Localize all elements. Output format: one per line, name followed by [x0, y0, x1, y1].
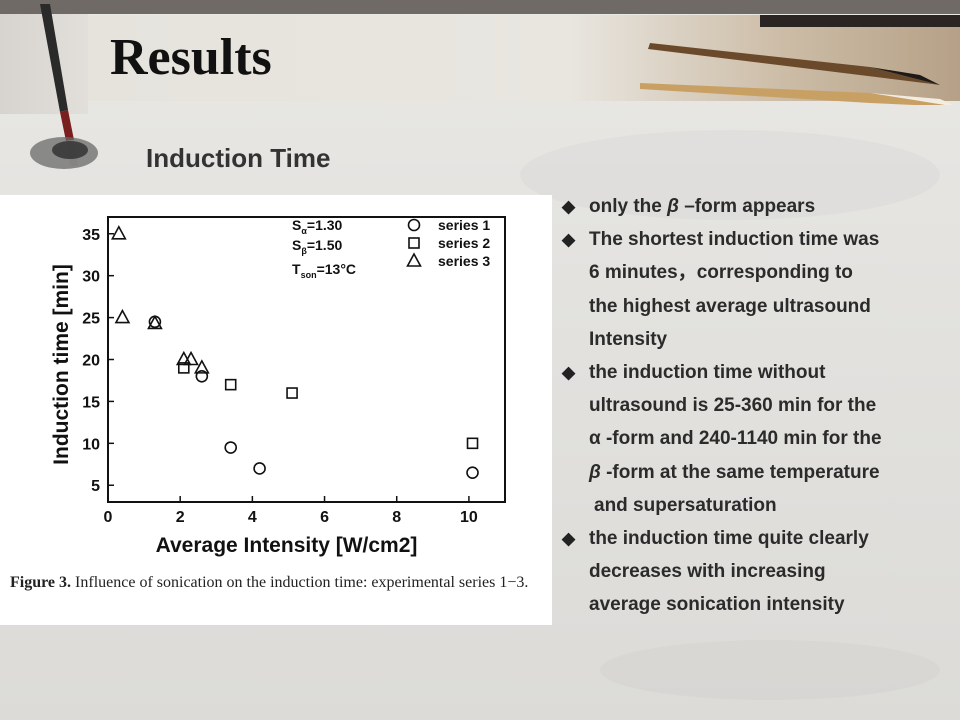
saturation-alpha-annotation: Sα=1.30	[292, 217, 343, 236]
bullet-item: ◆ The shortest induction time was 6 minute…	[560, 223, 960, 356]
bullet-text: Intensity	[589, 328, 668, 350]
diamond-bullet-icon: ◆	[562, 230, 576, 250]
bullet-text: average sonication intensity	[589, 594, 845, 616]
bullet-line: decreases with increasing	[589, 555, 960, 588]
title-bar	[88, 15, 960, 101]
bullet-line: Intensity	[589, 323, 960, 356]
x-tick-label: 6	[320, 509, 329, 526]
bullet-line: average sonication intensity	[589, 588, 960, 621]
y-tick-label: 35	[82, 227, 100, 244]
legend-label: series 3	[438, 253, 490, 269]
bullet-line: α -form and 240-1140 min for the	[589, 422, 960, 455]
bullet-line: 6 minutes，corresponding to	[589, 256, 960, 289]
bullet-line: the induction time quite clearly	[589, 522, 960, 555]
bullet-greek-symbol: β	[589, 461, 601, 483]
slide-title: Results	[110, 29, 272, 86]
bullet-line: The shortest induction time was	[589, 223, 960, 256]
x-tick-label: 10	[460, 509, 478, 526]
chart-legend: series 1 series 2 series 3	[406, 217, 490, 269]
bullet-item: ◆ only the β –form appears	[560, 190, 960, 223]
ink-splash-icon	[30, 137, 98, 169]
y-tick-label: 5	[91, 478, 100, 495]
diamond-bullet-icon: ◆	[562, 197, 576, 216]
bullet-text: the highest average ultrasound	[589, 295, 871, 317]
y-axis-label: Induction time [min]	[50, 264, 73, 465]
x-tick-label: 2	[176, 509, 185, 526]
data-point-square	[466, 437, 479, 450]
data-point-square	[224, 378, 237, 391]
x-tick-label: 8	[392, 509, 401, 526]
legend-marker-square	[408, 237, 420, 249]
bullet-item: ◆ the induction time quite clearly decreas…	[560, 522, 960, 622]
data-point-triangle	[110, 225, 127, 240]
y-tick-label: 25	[82, 311, 100, 328]
x-tick-label: 0	[104, 509, 113, 526]
legend-marker-circle	[407, 218, 421, 232]
bullet-text: α -form and 240-1140 min for the	[589, 428, 882, 450]
legend-marker-triangle	[406, 252, 422, 267]
bullet-line: ultrasound is 25-360 min for the	[589, 389, 960, 422]
figure-caption: Figure 3. Influence of sonication on the…	[10, 573, 550, 592]
diamond-bullet-icon: ◆	[562, 363, 576, 383]
bullet-list: ◆ only the β –form appears ◆ The shortest i…	[560, 190, 960, 622]
y-tick-label: 15	[82, 394, 100, 411]
chart-marks	[110, 225, 479, 479]
diamond-bullet-icon: ◆	[562, 529, 576, 549]
figure-panel: 0 2 4 6 8 10 5 10 15 20 25 30 35 Average Intensity [W…	[0, 195, 552, 625]
data-point-circle	[195, 369, 209, 383]
bullet-text: only the	[589, 196, 668, 217]
x-axis-label: Average Intensity [W/cm2]	[156, 534, 418, 557]
y-tick-label: 30	[82, 269, 100, 286]
legend-label: series 2	[438, 235, 490, 251]
temperature-annotation: Tson=13°C	[292, 261, 356, 280]
y-tick-label: 20	[82, 353, 100, 370]
bullet-text: the induction time without	[589, 362, 826, 384]
saturation-beta-annotation: Sβ=1.50	[292, 237, 342, 256]
legend-label: series 1	[438, 217, 490, 233]
data-point-circle	[224, 441, 238, 454]
bullet-line: only the β –form appears	[589, 190, 960, 223]
calligraphy-brushes-image	[640, 15, 960, 105]
chart-axes: 0 2 4 6 8 10 5 10 15 20 25 30 35 Average Intensity [W…	[50, 216, 506, 557]
bullet-line: and supersaturation	[589, 489, 960, 522]
title-left-shade	[0, 14, 88, 114]
bullet-text: The shortest induction time was	[589, 229, 880, 251]
figure-caption-text: Influence of sonication on the induction…	[75, 574, 529, 591]
data-point-triangle	[183, 350, 199, 366]
data-point-triangle	[114, 308, 131, 324]
bullet-line: β -form at the same temperature	[589, 456, 960, 489]
data-point-triangle	[147, 314, 163, 330]
y-tick-label: 10	[82, 436, 100, 453]
induction-time-scatter-chart: 0 2 4 6 8 10 5 10 15 20 25 30 35 Average Intensity [W…	[50, 216, 506, 557]
data-point-square	[177, 362, 190, 374]
top-band	[0, 0, 960, 14]
bullet-text: -form at the same temperature	[600, 461, 880, 483]
bullet-item: ◆ the induction time without ultrasound is…	[560, 356, 960, 522]
slide-subtitle: Induction Time	[146, 143, 331, 173]
bullet-line: the highest average ultrasound	[589, 290, 960, 323]
bullet-text: and supersaturation	[594, 494, 777, 516]
bullet-text: decreases with increasing	[589, 561, 826, 583]
data-point-circle	[466, 466, 479, 479]
background-texture	[520, 130, 940, 220]
bullet-text: the induction time quite clearly	[589, 528, 869, 550]
x-tick-label: 4	[248, 509, 257, 526]
bullet-text: –form appears	[678, 196, 816, 217]
bullet-line: the induction time without	[589, 356, 960, 389]
data-point-square	[286, 387, 298, 399]
data-point-circle	[253, 462, 266, 475]
figure-caption-label: Figure 3.	[10, 574, 72, 591]
background-texture	[600, 640, 940, 700]
data-point-triangle	[193, 359, 210, 374]
bullet-text: 6 minutes，corresponding to	[589, 262, 853, 284]
bullet-greek-symbol: β	[667, 196, 679, 217]
bullet-text: ultrasound is 25-360 min for the	[589, 395, 877, 417]
